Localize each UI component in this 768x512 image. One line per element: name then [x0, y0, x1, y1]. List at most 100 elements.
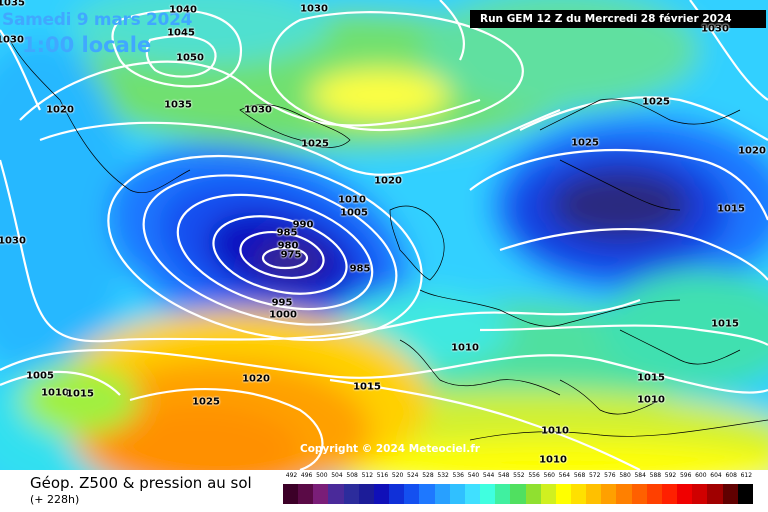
color-scale-swatch [631, 484, 647, 504]
isobar-label: 1020 [46, 104, 74, 116]
color-scale-swatch [722, 484, 738, 504]
model-run-label: Run GEM 12 Z du Mercredi 28 février 2024 [470, 10, 766, 28]
color-scale-label: 596 [679, 472, 692, 479]
color-scale-label: 516 [376, 472, 389, 479]
weather-map: Samedi 9 mars 2024 1:00 locale Run GEM 1… [0, 0, 768, 470]
isobar-label: 1050 [176, 52, 204, 64]
isobar-label: 1010 [41, 387, 69, 399]
geopotential-field [0, 0, 768, 470]
color-scale-label: 580 [619, 472, 631, 479]
color-scale-label: 560 [543, 472, 555, 479]
color-scale-swatch [358, 484, 374, 504]
color-scale-swatch [480, 484, 496, 504]
color-scale-label: 532 [437, 472, 449, 479]
color-scale-swatch [449, 484, 465, 504]
color-scale-label: 612 [740, 472, 753, 479]
isobar-label: 1005 [340, 207, 368, 219]
color-scale-swatch [540, 484, 556, 504]
color-scale-swatch [283, 484, 299, 504]
isobar-label: 1015 [637, 372, 665, 384]
isobar-label: 1015 [711, 318, 739, 330]
color-scale-label: 524 [407, 472, 419, 479]
color-scale-label: 592 [664, 472, 677, 479]
color-scale-swatch [343, 484, 359, 504]
color-scale-swatches [283, 484, 753, 504]
color-scale-label: 540 [467, 472, 480, 479]
isobar-label: 1045 [167, 27, 195, 39]
color-scale-swatch [601, 484, 617, 504]
color-scale-swatch [616, 484, 632, 504]
forecast-date: Samedi 9 mars 2024 [2, 10, 193, 30]
isobar-label: 975 [280, 249, 302, 261]
isobar-label: 990 [292, 219, 314, 231]
color-scale-label: 528 [422, 472, 434, 479]
color-scale-label: 500 [316, 472, 328, 479]
color-scale-swatch [525, 484, 541, 504]
color-scale-label: 504 [331, 472, 343, 479]
isobar-label: 1030 [701, 23, 729, 35]
color-scale-label: 584 [634, 472, 646, 479]
color-scale-swatch [373, 484, 390, 504]
isobar-label: 1015 [717, 203, 745, 215]
isobar-label: 1025 [301, 138, 329, 150]
isobar-label: 1040 [169, 4, 197, 16]
isobar-label: 1020 [242, 373, 270, 385]
forecast-lead-time: (+ 228h) [30, 493, 80, 506]
isobar-label: 985 [276, 227, 298, 239]
isobar-label: 1030 [0, 235, 26, 247]
forecast-local-time: 1:00 locale [22, 33, 152, 57]
isobar-label: 995 [271, 297, 293, 309]
color-scale: 492 496 500 504 508 512 516 520 524 528 532 536 540 5… [283, 472, 753, 508]
color-scale-labels: 492 496 500 504 508 512 516 520 524 528 532 536 540 5… [283, 472, 753, 482]
isobar-label: 1030 [300, 3, 328, 15]
isobar-label: 1010 [451, 342, 479, 354]
color-scale-swatch [677, 484, 693, 504]
color-scale-label: 548 [498, 472, 510, 479]
isobar-label: 1025 [571, 137, 599, 149]
color-scale-label: 536 [452, 472, 464, 479]
color-scale-swatch [404, 484, 420, 504]
color-scale-label: 572 [588, 472, 601, 479]
isobar-label: 1010 [541, 425, 569, 437]
color-scale-label: 564 [558, 472, 571, 479]
color-scale-label: 604 [710, 472, 722, 479]
color-scale-swatch [586, 484, 602, 504]
color-scale-label: 588 [649, 472, 662, 479]
color-scale-swatch [419, 484, 435, 504]
color-scale-swatch [707, 484, 723, 504]
color-scale-label: 600 [695, 472, 707, 479]
color-scale-label: 568 [573, 472, 586, 479]
isobar-label: 980 [277, 240, 299, 252]
map-title: Géop. Z500 & pression au sol [30, 474, 252, 492]
color-scale-swatch [692, 484, 708, 504]
color-scale-swatch [464, 484, 481, 504]
color-scale-label: 520 [391, 472, 404, 479]
color-scale-label: 496 [300, 472, 313, 479]
color-scale-label: 552 [513, 472, 525, 479]
color-scale-label: 576 [604, 472, 616, 479]
color-scale-label: 492 [285, 472, 298, 479]
color-scale-label: 508 [346, 472, 358, 479]
isobar-label: 1010 [539, 454, 567, 466]
color-scale-swatch [434, 484, 450, 504]
isobar-label: 1000 [269, 309, 297, 321]
color-scale-swatch [570, 484, 587, 504]
copyright-notice: Copyright © 2024 Meteociel.fr [300, 443, 480, 455]
color-scale-label: 512 [361, 472, 374, 479]
color-scale-swatch [389, 484, 405, 504]
isobar-label: 1020 [374, 175, 402, 187]
isobar-label: 1035 [164, 99, 192, 111]
color-scale-swatch [298, 484, 314, 504]
color-scale-swatch [737, 484, 753, 504]
color-scale-label: 608 [725, 472, 737, 479]
legend-bar: Géop. Z500 & pression au sol (+ 228h) 49… [0, 470, 768, 512]
color-scale-swatch [646, 484, 662, 504]
color-shading [0, 0, 768, 470]
color-scale-swatch [555, 484, 571, 504]
isobar-label: 1010 [338, 194, 366, 206]
coastlines [9, 39, 768, 441]
color-scale-swatch [328, 484, 344, 504]
isobar-label: 1030 [0, 34, 24, 46]
color-scale-swatch [661, 484, 678, 504]
color-scale-label: 544 [482, 472, 495, 479]
